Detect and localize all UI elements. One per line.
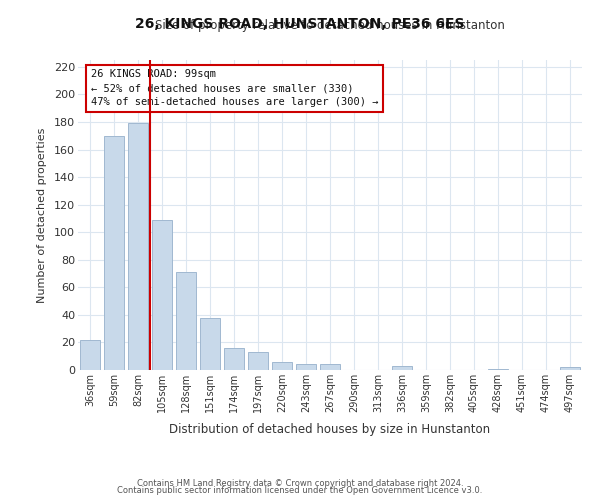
Text: Contains HM Land Registry data © Crown copyright and database right 2024.: Contains HM Land Registry data © Crown c…	[137, 478, 463, 488]
Bar	[560, 367, 580, 370]
Bar	[392, 366, 412, 370]
Bar	[248, 352, 268, 370]
Bar	[80, 340, 100, 370]
Bar	[176, 272, 196, 370]
Text: 26, KINGS ROAD, HUNSTANTON, PE36 6ES: 26, KINGS ROAD, HUNSTANTON, PE36 6ES	[135, 18, 465, 32]
Bar	[320, 364, 340, 370]
X-axis label: Distribution of detached houses by size in Hunstanton: Distribution of detached houses by size …	[169, 424, 491, 436]
Text: 26 KINGS ROAD: 99sqm
← 52% of detached houses are smaller (330)
47% of semi-deta: 26 KINGS ROAD: 99sqm ← 52% of detached h…	[91, 70, 378, 108]
Text: Contains public sector information licensed under the Open Government Licence v3: Contains public sector information licen…	[118, 486, 482, 495]
Title: Size of property relative to detached houses in Hunstanton: Size of property relative to detached ho…	[155, 20, 505, 32]
Bar	[224, 348, 244, 370]
Y-axis label: Number of detached properties: Number of detached properties	[37, 128, 47, 302]
Bar	[128, 124, 148, 370]
Bar	[200, 318, 220, 370]
Bar	[104, 136, 124, 370]
Bar	[296, 364, 316, 370]
Bar	[152, 220, 172, 370]
Bar	[488, 368, 508, 370]
Bar	[272, 362, 292, 370]
